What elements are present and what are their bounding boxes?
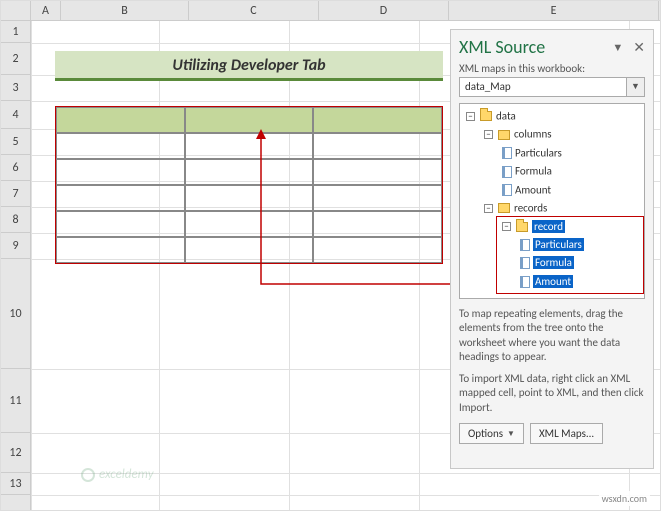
table-cell[interactable] [185, 159, 314, 185]
col-header-A[interactable]: A [31, 1, 61, 20]
row-header-9[interactable]: 9 [1, 233, 30, 259]
table-cell[interactable] [56, 185, 185, 211]
help-text-2: To import XML data, right click an XML m… [459, 372, 645, 415]
footer-attribution: wsxdn.com [599, 491, 650, 506]
row-header-2[interactable]: 2 [1, 43, 30, 75]
column-header-row: A B C D E [1, 1, 660, 21]
tree-node-records[interactable]: − records [462, 199, 642, 217]
tree-leaf[interactable]: Particulars [462, 144, 642, 162]
table-cell[interactable] [313, 133, 442, 159]
table-cell[interactable] [185, 237, 314, 263]
table-cell[interactable] [185, 211, 314, 237]
folder-icon [516, 222, 528, 232]
table-cell[interactable] [313, 237, 442, 263]
row-header-12[interactable]: 12 [1, 433, 30, 473]
watermark: exceldemy [81, 467, 154, 482]
node-label: records [514, 201, 547, 214]
element-icon [502, 184, 512, 196]
table-cell[interactable] [313, 185, 442, 211]
node-label: Particulars [533, 238, 584, 251]
node-label: data [496, 109, 516, 122]
expander-icon[interactable]: − [502, 222, 511, 231]
tree-node-record[interactable]: − record [462, 217, 642, 235]
maps-label: XML maps in this workbook: [459, 62, 645, 75]
node-label: Amount [533, 275, 573, 288]
element-icon [520, 257, 530, 269]
button-label: Options [468, 427, 503, 440]
table-cell[interactable] [313, 211, 442, 237]
watermark-icon [81, 468, 95, 482]
table-cell[interactable] [56, 159, 185, 185]
table-header-cell[interactable] [313, 107, 442, 133]
table-cell[interactable] [185, 133, 314, 159]
element-icon [520, 239, 530, 251]
node-label: columns [514, 128, 552, 141]
row-header-13[interactable]: 13 [1, 473, 30, 495]
row-header-11[interactable]: 11 [1, 369, 30, 433]
tree-leaf[interactable]: Amount [462, 272, 642, 290]
node-label: Formula [515, 165, 552, 178]
expander-icon[interactable]: − [484, 204, 493, 213]
tree-node-root[interactable]: − data [462, 107, 642, 125]
row-header-6[interactable]: 6 [1, 155, 30, 181]
row-header-8[interactable]: 8 [1, 207, 30, 233]
watermark-text: exceldemy [99, 467, 154, 482]
pane-title: XML Source [459, 36, 612, 58]
table-header-cell[interactable] [56, 107, 185, 133]
row-header-1[interactable]: 1 [1, 21, 30, 43]
xml-source-pane: XML Source ▼ ✕ XML maps in this workbook… [450, 29, 654, 469]
folder-icon [498, 203, 510, 213]
chevron-down-icon[interactable]: ▼ [626, 78, 644, 96]
close-icon[interactable]: ✕ [633, 39, 645, 56]
row-header-5[interactable]: 5 [1, 129, 30, 155]
tree-leaf[interactable]: Amount [462, 181, 642, 199]
tree-node-columns[interactable]: − columns [462, 125, 642, 143]
xml-map-dropdown[interactable]: data_Map ▼ [459, 77, 645, 97]
col-header-D[interactable]: D [319, 1, 449, 20]
element-icon [502, 147, 512, 159]
table-cell[interactable] [56, 237, 185, 263]
col-header-B[interactable]: B [61, 1, 189, 20]
row-header-3[interactable]: 3 [1, 75, 30, 101]
pane-menu-button[interactable]: ▼ [612, 41, 623, 54]
xml-maps-button[interactable]: XML Maps... [530, 423, 603, 444]
help-text-1: To map repeating elements, drag the elem… [459, 307, 645, 364]
table-cell[interactable] [56, 133, 185, 159]
mapped-table[interactable] [55, 106, 443, 264]
chevron-down-icon: ▼ [507, 429, 515, 439]
node-label: Particulars [515, 146, 562, 159]
expander-icon[interactable]: − [484, 130, 493, 139]
row-header-7[interactable]: 7 [1, 181, 30, 207]
row-header-4[interactable]: 4 [1, 101, 30, 129]
element-icon [502, 166, 512, 178]
col-header-C[interactable]: C [189, 1, 319, 20]
col-header-E[interactable]: E [449, 1, 659, 20]
folder-icon [498, 130, 510, 140]
button-label: XML Maps... [539, 427, 594, 440]
tree-leaf[interactable]: Formula [462, 254, 642, 272]
table-header-cell[interactable] [185, 107, 314, 133]
xml-map-value: data_Map [460, 78, 626, 96]
table-cell[interactable] [185, 185, 314, 211]
select-all-corner[interactable] [1, 1, 31, 20]
table-header-row [56, 107, 442, 133]
xml-tree[interactable]: − data − columns Particulars Formula Amo… [459, 103, 645, 299]
folder-icon [480, 111, 492, 121]
tree-leaf[interactable]: Particulars [462, 236, 642, 254]
tree-leaf[interactable]: Formula [462, 162, 642, 180]
node-label: Amount [515, 183, 551, 196]
merged-title-cell[interactable]: Utilizing Developer Tab [55, 51, 443, 81]
options-button[interactable]: Options ▼ [459, 423, 524, 444]
element-icon [520, 276, 530, 288]
expander-icon[interactable]: − [466, 112, 475, 121]
table-cell[interactable] [313, 159, 442, 185]
row-header-10[interactable]: 10 [1, 259, 30, 369]
table-cell[interactable] [56, 211, 185, 237]
row-header-col: 12345678910111213 [1, 21, 31, 510]
node-label: Formula [533, 256, 574, 269]
node-label: record [532, 220, 565, 233]
